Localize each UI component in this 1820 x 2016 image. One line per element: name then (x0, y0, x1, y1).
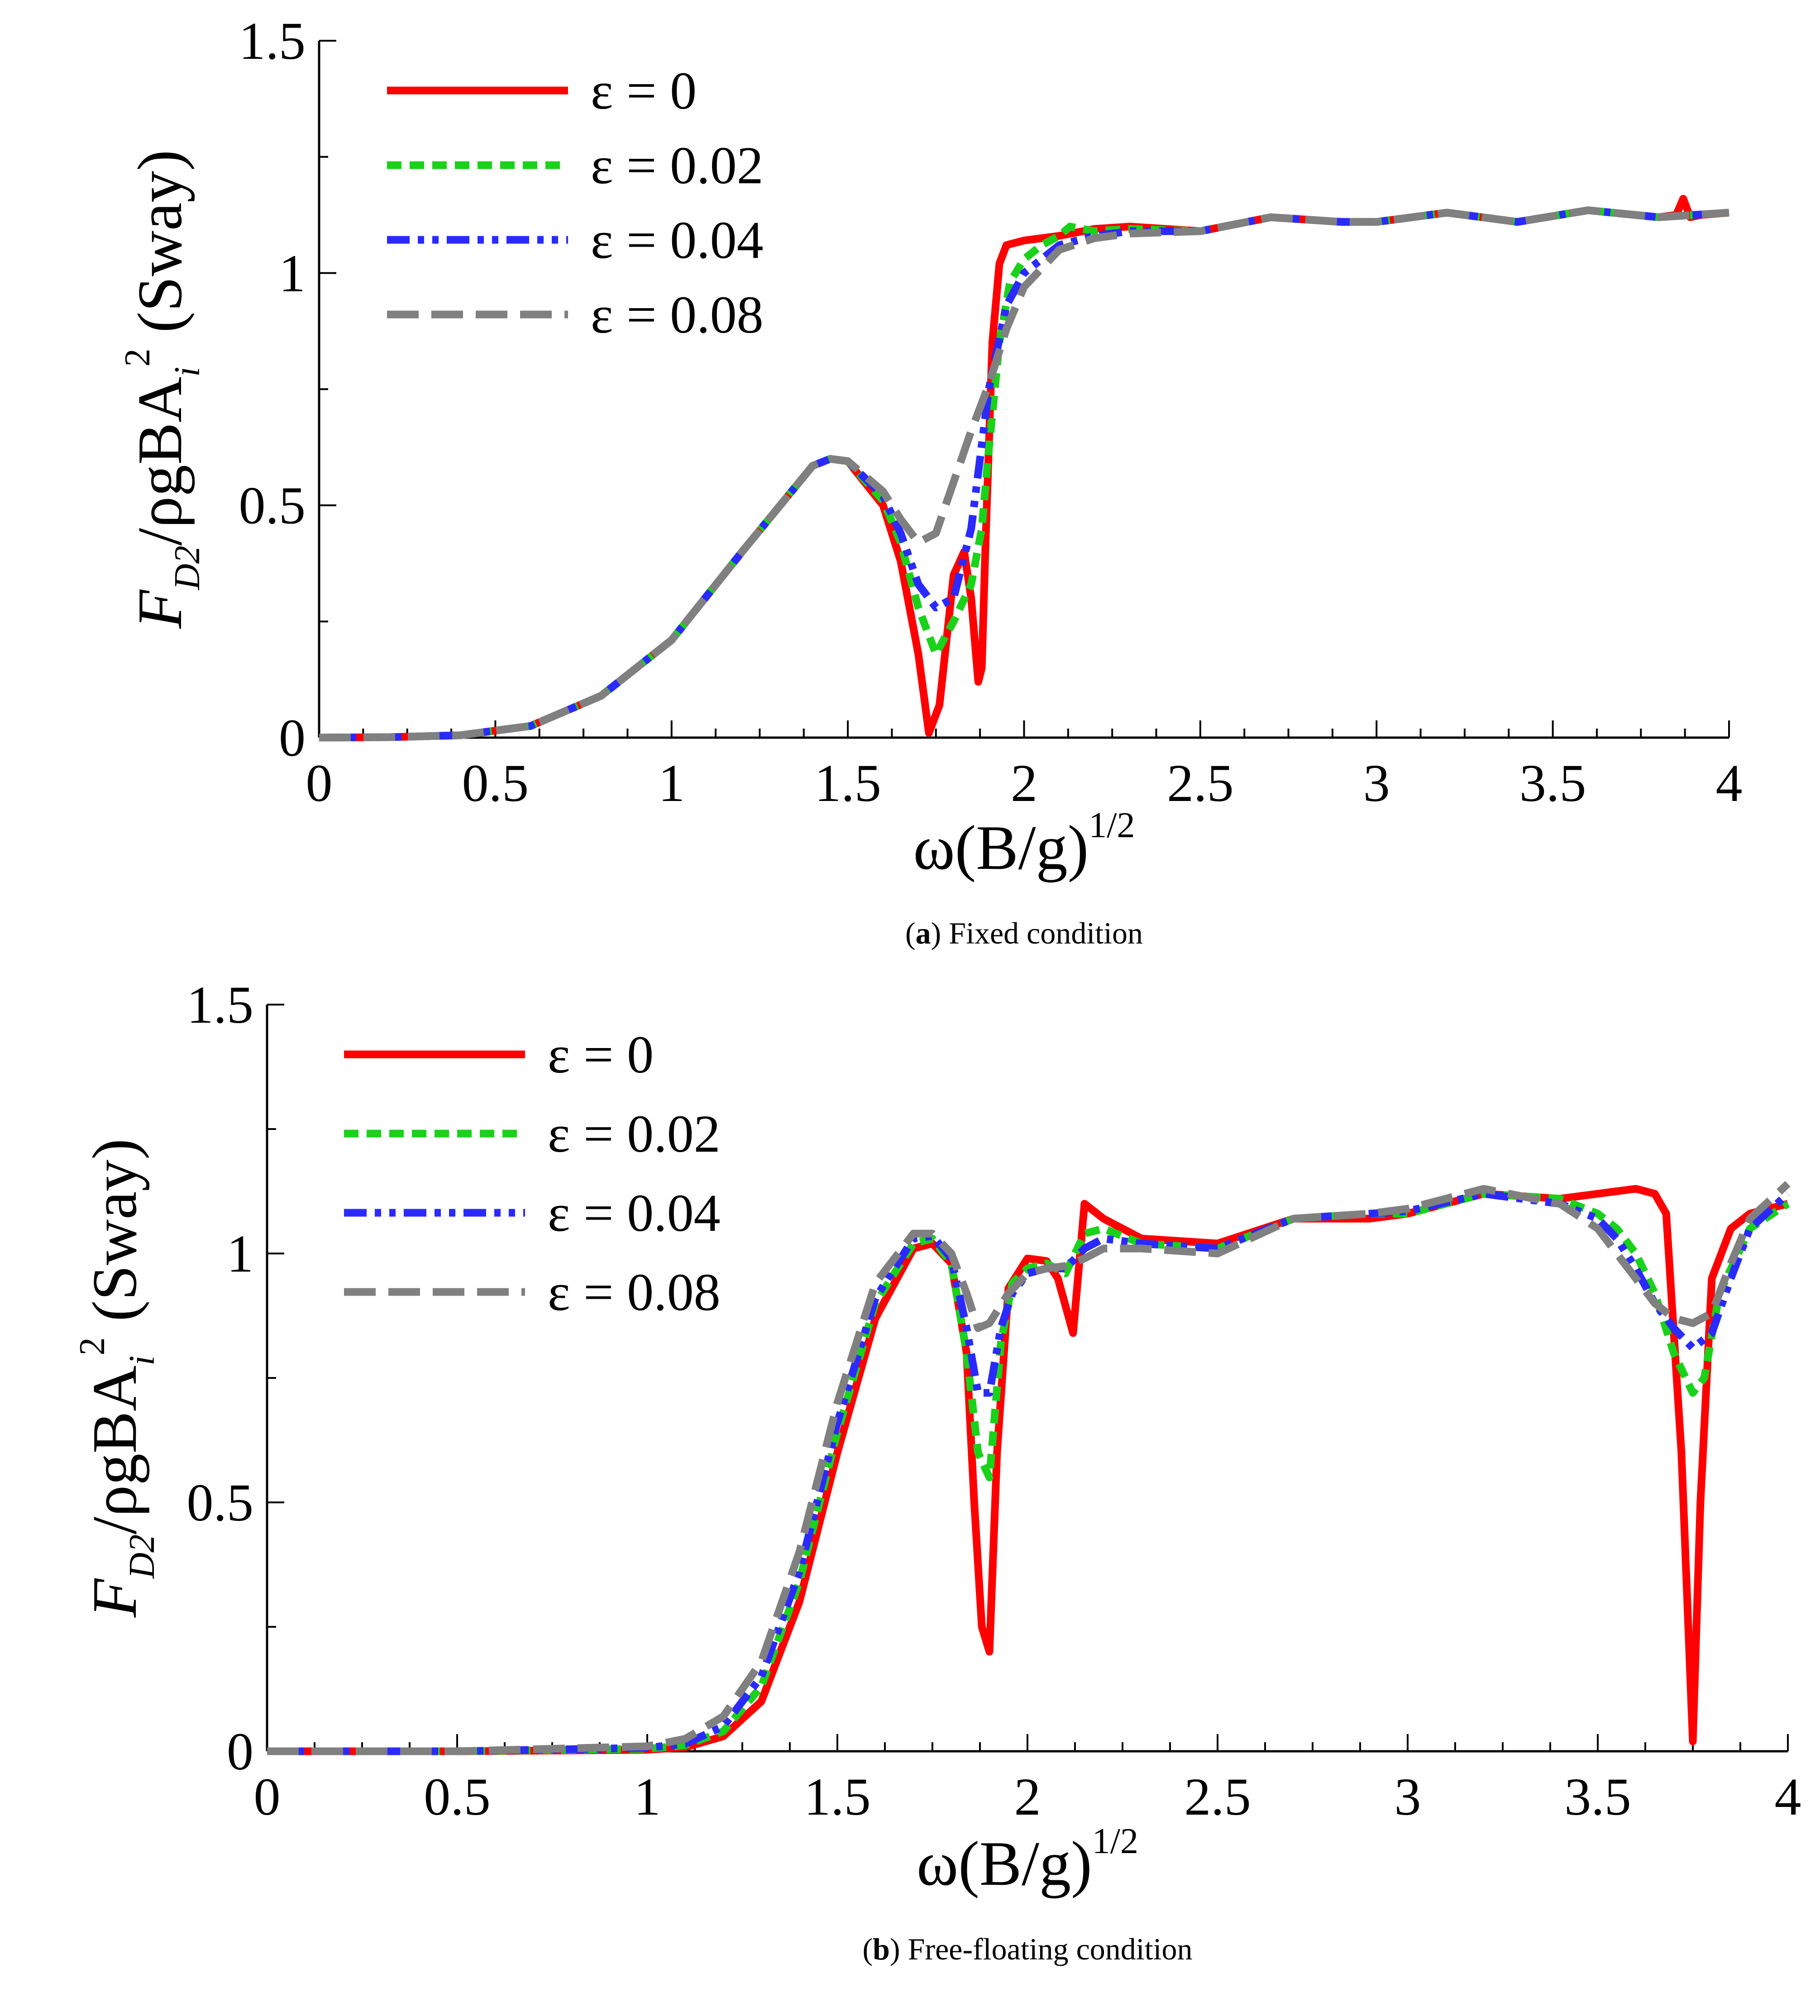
x-tick-label: 0.5 (424, 1767, 491, 1826)
x-tick-label: 1 (658, 753, 685, 813)
chart-panel-b: 0 0.5 1 1.5 2 2.5 3 3.5 400.511.5ε = 0ε = 0.02ε … (72, 975, 1801, 1966)
legend-label-2: ε = 0.04 (548, 1183, 721, 1243)
legend-label-3: ε = 0.08 (591, 285, 764, 344)
series-line-3 (319, 206, 1729, 742)
x-tick-label: 3.5 (1519, 753, 1586, 813)
x-tick-label: 4 (1716, 753, 1743, 813)
x-axis-title: ω(B/g)1/2 (913, 805, 1135, 883)
x-tick-label: 2.5 (1167, 753, 1234, 813)
legend-label-2: ε = 0.04 (591, 210, 764, 270)
x-tick-label: 0 (306, 753, 333, 813)
x-tick-label: 2 (1014, 1767, 1041, 1826)
x-tick-label: 0.5 (462, 753, 529, 813)
series-line-2 (319, 206, 1729, 742)
chart-panel-a: 0 0.5 1 1.5 2 2.5 3 3.5 400.511.5ε = 0ε = 0.02ε … (118, 11, 1743, 950)
series-line-1 (319, 206, 1729, 742)
series-line-0 (319, 195, 1729, 742)
x-tick-label: 2.5 (1184, 1767, 1251, 1826)
y-tick-label: 1.5 (239, 11, 306, 71)
series-line-1 (267, 1190, 1790, 1755)
y-tick-label: 1 (279, 243, 306, 303)
y-tick-label: 0 (279, 708, 306, 767)
legend-label-1: ε = 0.02 (548, 1104, 721, 1163)
figure-caption: (b) Free-floating condition (863, 1932, 1193, 1966)
legend-label-1: ε = 0.02 (591, 136, 764, 195)
y-tick-label: 0.5 (187, 1473, 254, 1532)
x-tick-label: 3.5 (1564, 1767, 1631, 1826)
x-tick-label: 2 (1011, 753, 1037, 813)
y-axis-title: FD2/ρgBAi2 (Sway) (118, 150, 207, 629)
legend: ε = 0 ε = 0.02 ε = 0.04 ε = 0.08 (344, 1025, 721, 1322)
legend-label-3: ε = 0.08 (548, 1263, 721, 1322)
x-tick-label: 3 (1363, 753, 1390, 813)
x-tick-label: 1.5 (814, 753, 881, 813)
y-axis-title: FD2/ρgBAi2 (Sway) (72, 1139, 162, 1618)
y-tick-label: 0.5 (239, 476, 306, 535)
series-line-3 (267, 1181, 1791, 1755)
x-tick-label: 0 (254, 1767, 281, 1826)
series-line-0 (267, 1185, 1789, 1755)
y-tick-label: 1.5 (187, 975, 254, 1034)
x-tick-label: 3 (1395, 1767, 1421, 1826)
y-tick-label: 0 (227, 1722, 253, 1781)
x-tick-label: 1.5 (804, 1767, 871, 1826)
figure-caption: (a) Fixed condition (905, 916, 1143, 950)
legend-label-0: ε = 0 (591, 61, 697, 120)
series-line-2 (267, 1190, 1791, 1755)
y-tick-label: 1 (227, 1224, 253, 1283)
legend: ε = 0 ε = 0.02 ε = 0.04 ε = 0.08 (387, 61, 764, 344)
x-tick-label: 1 (634, 1767, 661, 1826)
x-axis-title: ω(B/g)1/2 (917, 1821, 1138, 1899)
legend-label-0: ε = 0 (548, 1025, 654, 1084)
x-tick-label: 4 (1775, 1767, 1801, 1826)
